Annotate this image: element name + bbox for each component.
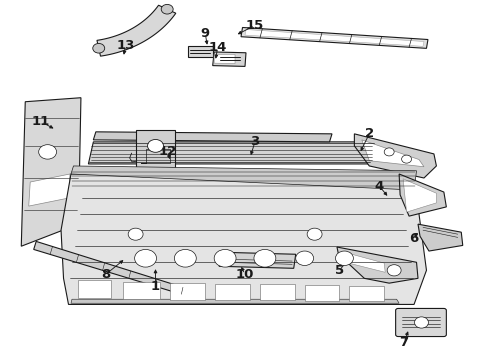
- FancyBboxPatch shape: [395, 309, 446, 337]
- Text: 12: 12: [159, 145, 177, 158]
- Circle shape: [295, 251, 314, 265]
- Text: 7: 7: [399, 336, 409, 349]
- Text: 11: 11: [32, 115, 50, 128]
- Text: 14: 14: [208, 41, 227, 54]
- Polygon shape: [305, 285, 340, 301]
- Polygon shape: [215, 284, 250, 300]
- Polygon shape: [21, 98, 81, 246]
- Circle shape: [93, 44, 105, 53]
- Circle shape: [254, 249, 276, 267]
- Polygon shape: [123, 282, 161, 299]
- Text: 13: 13: [117, 39, 135, 52]
- Polygon shape: [354, 134, 437, 178]
- Polygon shape: [418, 224, 463, 251]
- Polygon shape: [29, 174, 70, 206]
- Polygon shape: [219, 252, 295, 268]
- Circle shape: [174, 249, 196, 267]
- Text: 4: 4: [375, 180, 384, 193]
- Text: 1: 1: [151, 280, 160, 293]
- Circle shape: [147, 139, 164, 152]
- Polygon shape: [362, 140, 424, 167]
- Circle shape: [135, 249, 156, 267]
- Polygon shape: [61, 174, 426, 305]
- Circle shape: [39, 145, 56, 159]
- Polygon shape: [260, 284, 294, 300]
- Text: 3: 3: [250, 135, 260, 148]
- Circle shape: [128, 228, 143, 240]
- Polygon shape: [344, 252, 385, 272]
- Polygon shape: [78, 280, 111, 298]
- Polygon shape: [241, 27, 428, 48]
- Circle shape: [384, 148, 394, 156]
- Circle shape: [387, 265, 401, 276]
- Polygon shape: [214, 54, 235, 64]
- Text: 15: 15: [246, 19, 264, 32]
- Text: 2: 2: [365, 127, 374, 140]
- Circle shape: [402, 155, 412, 163]
- Circle shape: [161, 4, 173, 14]
- Polygon shape: [94, 132, 332, 142]
- Circle shape: [415, 317, 428, 328]
- Polygon shape: [171, 283, 205, 300]
- Polygon shape: [337, 247, 418, 283]
- Polygon shape: [188, 46, 213, 57]
- Polygon shape: [349, 285, 384, 301]
- Text: 9: 9: [201, 27, 210, 40]
- Polygon shape: [71, 166, 416, 190]
- Circle shape: [307, 228, 322, 240]
- Circle shape: [214, 249, 236, 267]
- Polygon shape: [399, 174, 446, 216]
- Text: 5: 5: [335, 264, 344, 277]
- Polygon shape: [88, 142, 374, 164]
- Polygon shape: [403, 179, 437, 212]
- Text: 6: 6: [410, 232, 418, 245]
- Polygon shape: [136, 130, 175, 168]
- Text: 10: 10: [236, 268, 254, 281]
- Text: 8: 8: [101, 268, 110, 281]
- Polygon shape: [97, 5, 176, 56]
- Polygon shape: [245, 30, 424, 46]
- Polygon shape: [213, 52, 246, 66]
- Polygon shape: [71, 299, 399, 303]
- Polygon shape: [34, 242, 199, 299]
- Circle shape: [336, 251, 353, 265]
